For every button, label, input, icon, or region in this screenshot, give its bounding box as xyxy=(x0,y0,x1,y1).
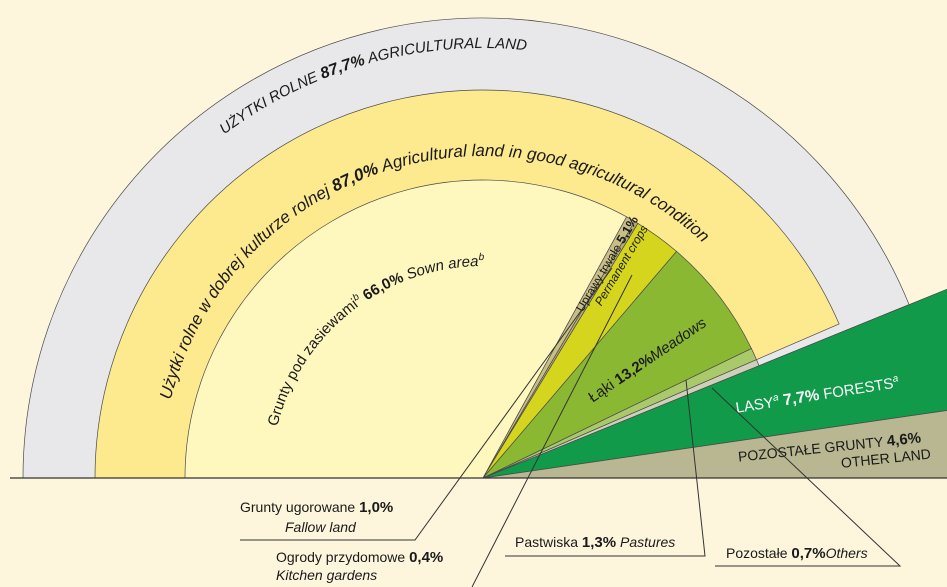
wedge xyxy=(482,250,752,479)
kitchen-label: Ogrody przydomowe 0,4% xyxy=(276,549,443,566)
leader-fallow xyxy=(240,267,613,541)
pastures-label: Pastwiska 1,3% Pastures xyxy=(515,534,675,551)
wedge xyxy=(482,359,760,479)
leader-pastures xyxy=(505,379,706,557)
wedges xyxy=(22,17,947,479)
fallow-label-en: Fallow land xyxy=(285,519,357,535)
kitchen-label-en: Kitchen gardens xyxy=(276,567,377,583)
wedge xyxy=(482,410,947,479)
wedge xyxy=(184,179,628,479)
leader-kitchen xyxy=(471,274,633,587)
others-label: Pozostałe 0,7%Others xyxy=(726,545,868,562)
leader-others xyxy=(711,387,902,567)
fallow-label: Grunty ugorowane 1,0% xyxy=(240,499,393,516)
